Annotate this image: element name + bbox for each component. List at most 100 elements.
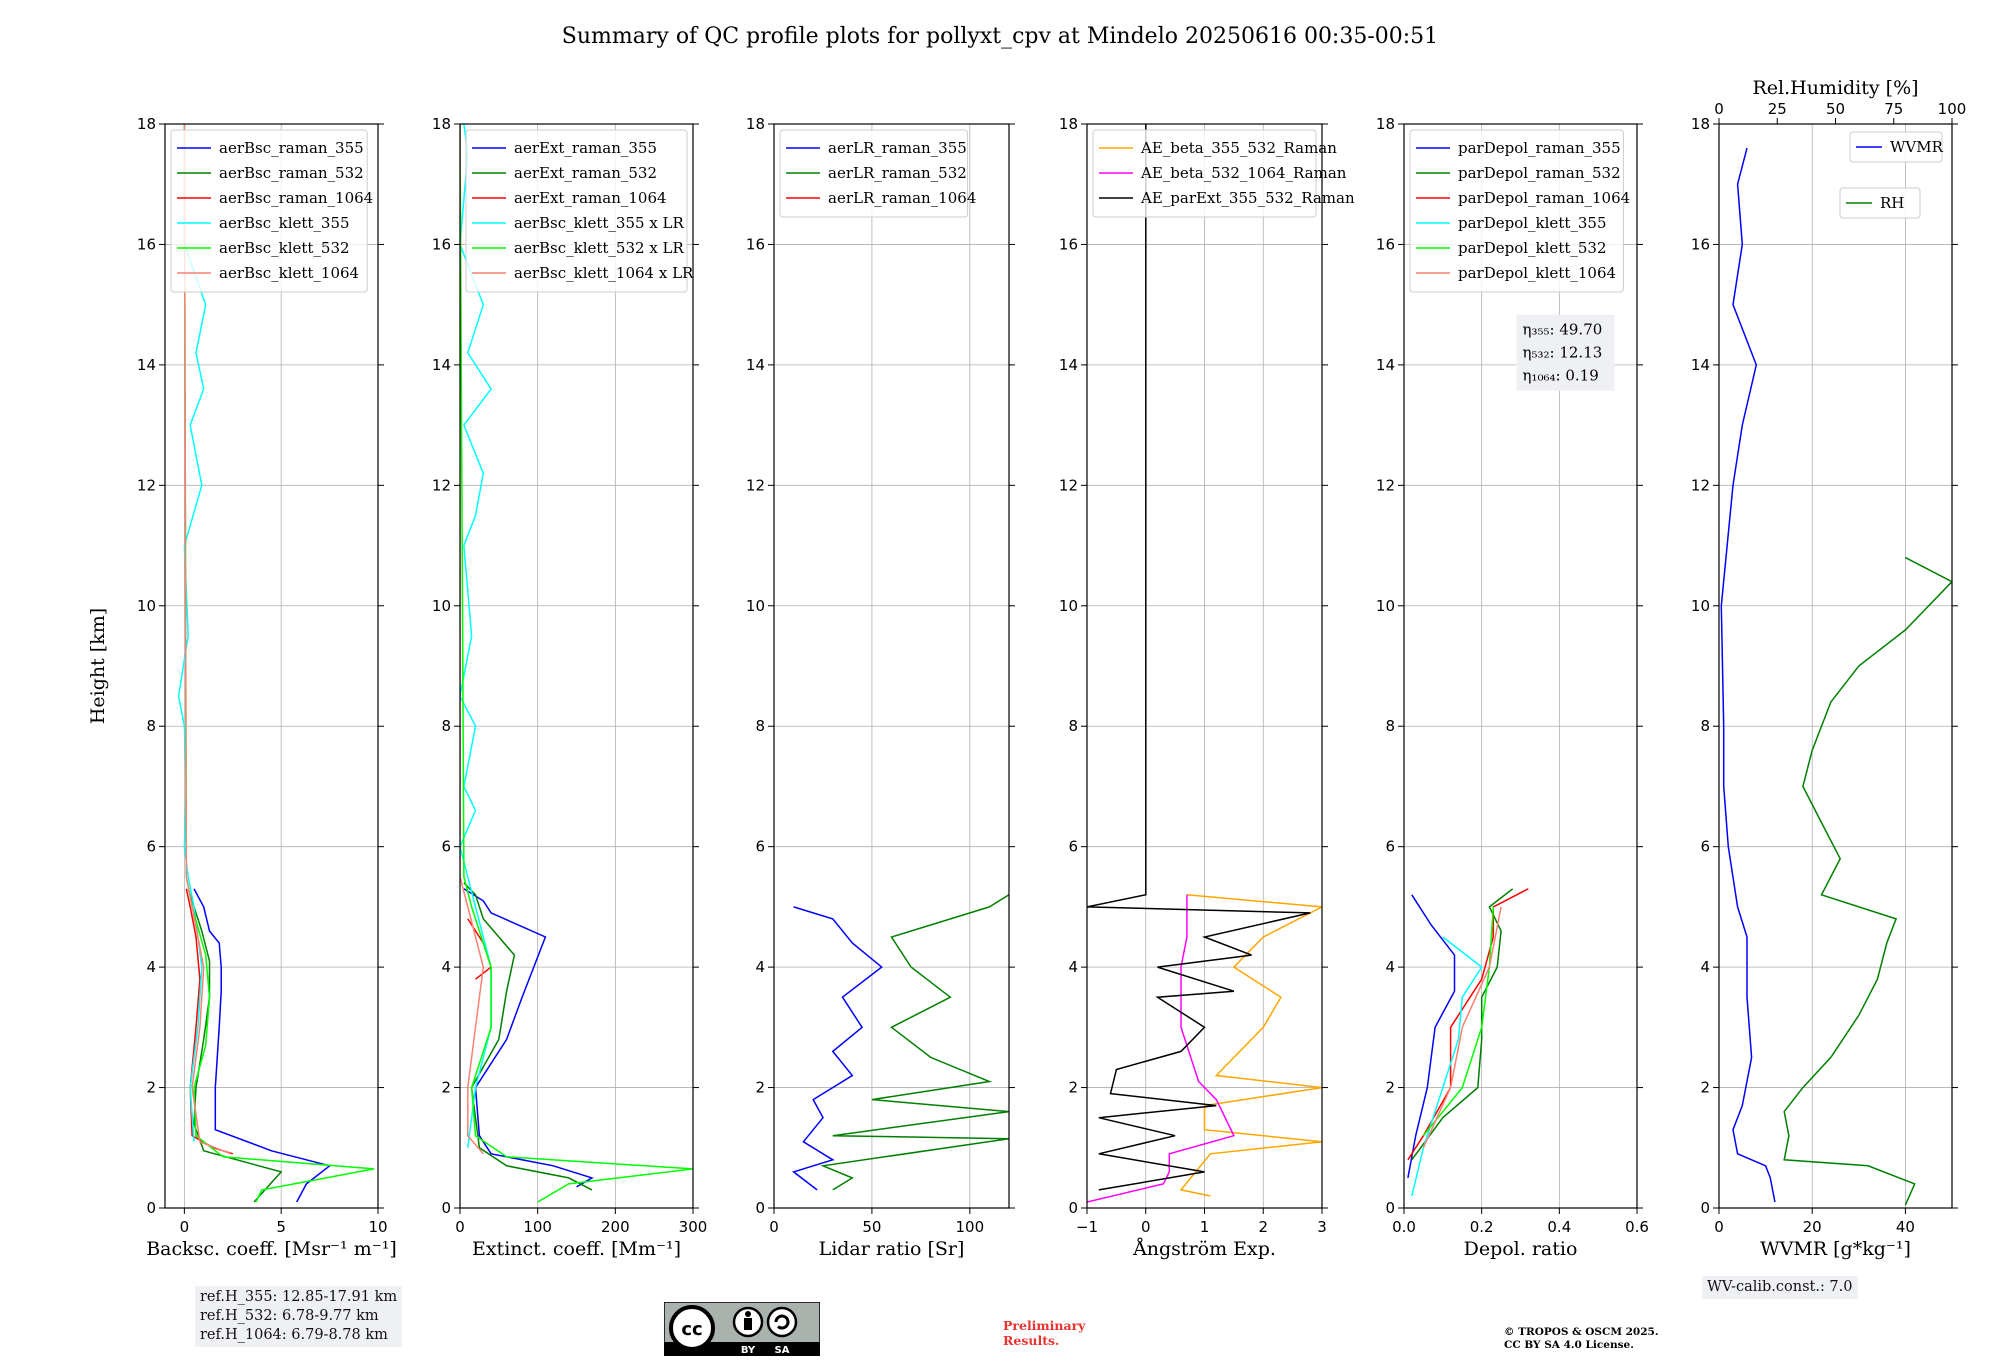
plot-frame: [1718, 123, 1953, 1209]
plot-frame: [459, 123, 694, 1209]
y-tick-label: 16: [746, 235, 765, 253]
plot-frame: [1403, 123, 1638, 1209]
y-tick-label: 2: [1385, 1079, 1395, 1097]
y-tick-label: 18: [746, 115, 765, 133]
cc-by-sa-license-badge: cc BY SA: [664, 1302, 820, 1356]
y-tick-label: 2: [755, 1079, 765, 1097]
legend-box: [1409, 129, 1624, 293]
y-tick-label: 10: [1059, 597, 1078, 615]
y-tick-label: 2: [1068, 1079, 1078, 1097]
ref-height-532: ref.H_532: 6.78-9.77 km: [200, 1308, 379, 1324]
x-tick-label: 0.2: [1470, 1218, 1494, 1236]
y-tick-label: 0: [755, 1199, 765, 1217]
y-tick-label: 16: [1691, 235, 1710, 253]
copyright-note: © TROPOS & OSCM 2025. CC BY SA 4.0 Licen…: [1504, 1326, 1659, 1352]
x-axis-label: Extinct. coeff. [Mm⁻¹]: [472, 1238, 681, 1260]
series-line-pardepol-raman-1064: [1407, 888, 1529, 1161]
legend-entry: parDepol_klett_1064: [1458, 264, 1616, 282]
legend-box: [779, 129, 969, 218]
cc-icon: [669, 1305, 715, 1351]
y-tick-label: 8: [1068, 717, 1078, 735]
series-group: [791, 894, 1009, 1191]
series-line-aerbsc-klett-355-x-lr: [460, 124, 493, 1148]
y-tick-label: 12: [1691, 476, 1710, 494]
y-tick-label: 12: [1059, 476, 1078, 494]
x-tick-label: 100: [523, 1218, 552, 1236]
y-tick-label: 4: [755, 958, 765, 976]
y-tick-label: 14: [746, 356, 765, 374]
x2-tick-label: 50: [1826, 100, 1845, 118]
x-axis-label: Lidar ratio [Sr]: [819, 1238, 965, 1260]
reference-heights-box: ref.H_355: 12.85-17.91 km ref.H_532: 6.7…: [195, 1286, 403, 1347]
x-axis-label: Depol. ratio: [1464, 1238, 1578, 1260]
y-tick-label: 12: [432, 476, 451, 494]
y-tick-label: 18: [1376, 115, 1395, 133]
y-tick-label: 0: [441, 1199, 451, 1217]
eta-annotation-line: η₁₀₆₄: 0.19: [1523, 367, 1599, 385]
series-line-ae-beta-532-1064-raman: [1087, 894, 1235, 1203]
legend-box: [465, 129, 688, 293]
ref-height-1064: ref.H_1064: 6.79-8.78 km: [200, 1327, 388, 1343]
eta-annotation-box: [1516, 314, 1615, 391]
y-tick-label: 0: [146, 1199, 156, 1217]
sa-label: SA: [775, 1345, 790, 1356]
legend-entry: aerLR_raman_1064: [828, 189, 976, 207]
series-group: [1407, 888, 1529, 1197]
y-tick-label: 6: [1385, 838, 1395, 856]
series-line-wvmr: [1720, 147, 1776, 1203]
eta-annotation-line: η₅₃₂: 12.13: [1523, 344, 1603, 362]
attribution-icon-body: [744, 1318, 752, 1330]
y-tick-label: 4: [146, 958, 156, 976]
series-line-pardepol-raman-355: [1407, 894, 1456, 1179]
y-tick-label: 2: [1700, 1079, 1710, 1097]
legend-entry: WVMR: [1890, 138, 1944, 156]
legend-entry: aerBsc_klett_1064 x LR: [514, 264, 694, 282]
legend-entry: parDepol_klett_532: [1458, 239, 1607, 257]
y-tick-label: 8: [1385, 717, 1395, 735]
cc-icon-label: cc: [681, 1319, 702, 1340]
x-tick-label: 200: [601, 1218, 630, 1236]
series-line-ae-beta-355-532-raman: [1179, 894, 1322, 1197]
series-group: [460, 124, 693, 1203]
y-tick-label: 6: [146, 838, 156, 856]
legend-entry: aerBsc_klett_1064: [219, 264, 359, 282]
y-tick-label: 10: [1376, 597, 1395, 615]
panel-lidar_ratio: 0 50 100 0 2 4 6 8 10 12 14 16 18 Lidar ratio [Sr] aer…: [746, 115, 1015, 1260]
x-tick-label: 0.0: [1392, 1218, 1416, 1236]
y-tick-label: 8: [755, 717, 765, 735]
share-alike-icon: [766, 1306, 798, 1338]
y-tick-label: 18: [432, 115, 451, 133]
y-tick-label: 10: [746, 597, 765, 615]
x-axis-label: Ångström Exp.: [1132, 1238, 1276, 1260]
legend-entry: parDepol_klett_355: [1458, 214, 1607, 232]
series-line-aerbsc-klett-355: [177, 124, 207, 1142]
legend-entry: aerBsc_klett_532 x LR: [514, 239, 685, 257]
y-tick-label: 14: [1691, 356, 1710, 374]
copyright-line-2: CC BY SA 4.0 License.: [1504, 1339, 1634, 1351]
x2-tick-label: 25: [1768, 100, 1787, 118]
y-tick-label: 6: [441, 838, 451, 856]
y-tick-label: 12: [137, 476, 156, 494]
x2-tick-label: 100: [1938, 100, 1967, 118]
series-line-aerbsc-raman-532: [187, 888, 283, 1203]
y-tick-label: 18: [137, 115, 156, 133]
ref-height-355: ref.H_355: 12.85-17.91 km: [200, 1289, 398, 1305]
x-tick-label: 100: [956, 1218, 985, 1236]
series-line-aerbsc-raman-355: [193, 888, 332, 1203]
legend-entry: aerExt_raman_355: [514, 139, 657, 157]
legend-entry: AE_beta_355_532_Raman: [1140, 139, 1337, 157]
legend-entry: aerLR_raman_532: [828, 164, 967, 182]
series-line-aerbsc-klett-1064-x-lr: [460, 124, 485, 1155]
y-tick-label: 16: [1059, 235, 1078, 253]
series-line-aerbsc-klett-532-x-lr: [460, 124, 693, 1203]
plot-frame: [773, 123, 1010, 1209]
x-tick-label: 3: [1317, 1218, 1327, 1236]
y-tick-label: 16: [432, 235, 451, 253]
x-axis-label: WVMR [g*kg⁻¹]: [1760, 1238, 1911, 1260]
copyright-line-1: © TROPOS & OSCM 2025.: [1504, 1326, 1659, 1338]
y-axis-label: Height [km]: [87, 608, 109, 724]
y-tick-label: 4: [441, 958, 451, 976]
